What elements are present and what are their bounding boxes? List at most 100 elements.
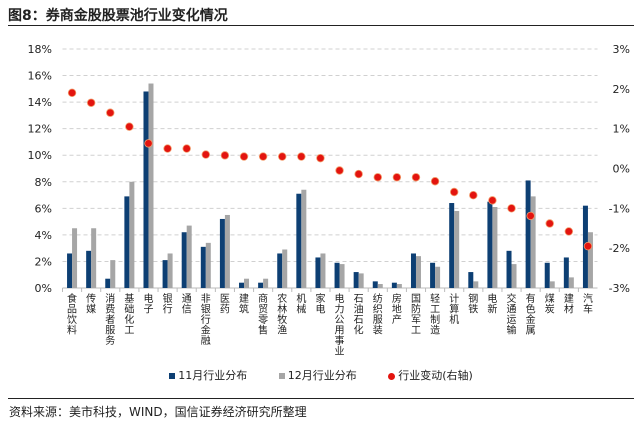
bar-dec — [492, 207, 498, 288]
bar-dec — [301, 189, 307, 288]
change-point — [488, 196, 497, 205]
title-divider — [8, 25, 634, 26]
change-point — [583, 241, 593, 251]
change-point — [106, 108, 115, 117]
left-tick-label: 8% — [35, 176, 52, 189]
change-point — [258, 152, 268, 161]
right-tick-label: 2% — [613, 83, 630, 96]
right-tick-label: -2% — [609, 242, 630, 255]
x-tick-label: 家电 — [315, 292, 325, 316]
change-point — [278, 152, 287, 161]
bar-nov — [563, 257, 569, 288]
bar-dec — [339, 264, 345, 288]
x-tick-label: 轻工制造 — [430, 292, 440, 337]
bar-nov — [200, 246, 206, 288]
x-tick-label: 国防军工 — [411, 293, 421, 337]
change-point — [564, 227, 574, 236]
change-point — [86, 98, 96, 107]
legend-item-change: 行业变动(右轴) — [388, 367, 473, 383]
bar-nov — [162, 260, 168, 288]
legend-item-nov: 11月行业分布 — [169, 367, 247, 383]
legend-label-change: 行业变动(右轴) — [398, 369, 473, 382]
x-tick-label: 农林牧渔 — [277, 292, 287, 337]
footer-divider — [8, 398, 634, 399]
bar-dec — [377, 284, 383, 288]
legend-swatch-dec — [278, 373, 285, 379]
bar-dec — [549, 281, 555, 288]
change-point — [182, 144, 191, 153]
change-point — [316, 153, 325, 163]
change-point — [201, 150, 211, 159]
change-point — [411, 173, 421, 182]
bar-dec — [358, 273, 364, 288]
x-tick-label: 煤炭 — [545, 292, 555, 316]
change-point — [392, 173, 402, 182]
x-tick-label: 食品饮料 — [67, 292, 77, 337]
bar-dec — [473, 281, 479, 288]
bar-nov — [391, 282, 397, 288]
bar-nov — [430, 262, 436, 288]
change-point — [335, 166, 344, 175]
legend-swatch-change — [388, 372, 396, 380]
bar-dec — [72, 228, 78, 288]
figure-title: 图8：券商金股股票池行业变化情况 — [8, 8, 228, 24]
bar-nov — [296, 193, 302, 288]
x-tick-label: 电力公用事业 — [335, 292, 345, 358]
right-tick-label: -1% — [609, 202, 630, 215]
bar-nov — [544, 262, 550, 288]
legend-label-dec: 12月行业分布 — [287, 369, 357, 382]
change-point — [67, 88, 77, 98]
x-tick-label: 交通运输 — [507, 292, 517, 337]
x-tick-label: 消费者服务 — [105, 292, 115, 347]
x-tick-label: 基础化工 — [124, 292, 134, 337]
bar-nov — [410, 253, 416, 288]
bar-dec — [587, 232, 593, 288]
change-point — [220, 151, 230, 160]
bar-dec — [511, 264, 517, 288]
bar-nov — [525, 180, 531, 288]
legend-item-dec: 12月行业分布 — [278, 367, 357, 383]
legend-swatch-nov — [169, 373, 176, 379]
change-point — [297, 152, 306, 161]
right-tick-label: -3% — [609, 282, 630, 295]
bar-nov — [258, 282, 264, 288]
bar-dec — [110, 260, 116, 288]
x-tick-label: 电子 — [143, 292, 153, 316]
chart: 0% 2% 4% 6% 8% 10% 12% 14% 16% 18% -3% -2% -1% 0% 1% 2%… — [28, 43, 630, 358]
bar-nov — [449, 203, 455, 288]
x-tick-label: 建材 — [564, 292, 574, 316]
bar-dec — [454, 210, 460, 288]
bar-nov — [334, 262, 340, 288]
bar-dec — [224, 214, 230, 288]
bar-dec — [415, 256, 421, 288]
legend-label-nov: 11月行业分布 — [178, 369, 248, 382]
left-tick-label: 14% — [28, 96, 52, 109]
bar-dec — [167, 253, 173, 288]
x-tick-label: 商贸零售 — [258, 292, 268, 337]
left-tick-label: 10% — [28, 149, 52, 162]
change-point — [526, 211, 535, 221]
left-tick-label: 12% — [28, 123, 52, 136]
x-tick-label: 银行 — [163, 292, 173, 316]
bar-nov — [372, 281, 378, 288]
bar-dec — [320, 253, 326, 288]
x-tick-label: 有色金属 — [526, 292, 536, 337]
change-point — [469, 190, 478, 200]
bar-nov — [468, 272, 474, 288]
bar-nov — [353, 272, 359, 288]
bar-nov — [239, 282, 245, 288]
left-tick-label: 2% — [35, 255, 52, 268]
bar-dec — [91, 228, 97, 288]
x-tick-label: 通信 — [182, 293, 192, 316]
x-tick-label: 机械 — [296, 292, 306, 316]
right-tick-label: 3% — [613, 43, 630, 56]
bar-nov — [506, 250, 512, 288]
bar-nov — [315, 257, 321, 288]
change-point — [354, 169, 363, 179]
x-tick-label: 汽车 — [583, 292, 593, 316]
bar-dec — [186, 225, 192, 288]
left-tick-label: 6% — [35, 202, 52, 215]
x-tick-label: 医药 — [220, 293, 230, 316]
bar-dec — [530, 196, 536, 288]
